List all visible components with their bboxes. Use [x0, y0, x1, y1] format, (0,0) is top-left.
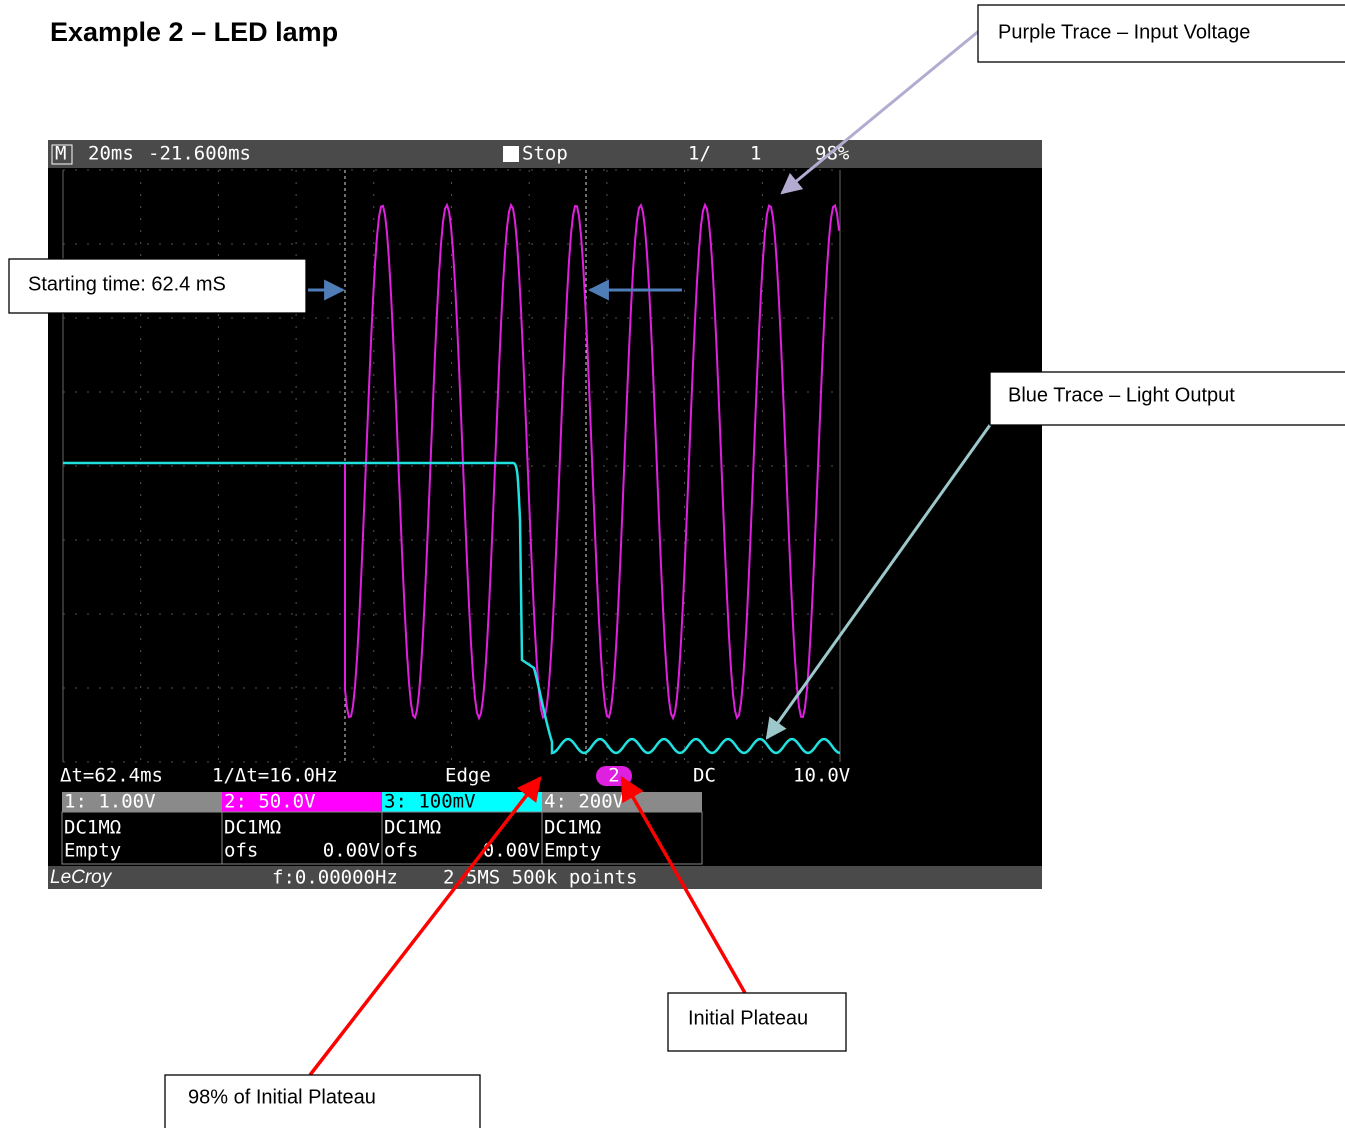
brand: LeCroy — [50, 867, 113, 888]
channel-coupling: DC1MΩ — [224, 817, 281, 839]
channel-label: 3: 100mV — [384, 791, 476, 813]
top-text: M — [55, 143, 66, 165]
channel-label: 2: 50.0V — [224, 791, 316, 813]
channel-offset-label: Empty — [64, 840, 121, 862]
status-text: Δt=62.4ms — [60, 765, 163, 787]
scope-screen — [48, 140, 1042, 889]
callout: Blue Trace – Light Output — [1008, 384, 1235, 406]
status-text: Edge — [445, 765, 491, 787]
stop-icon — [503, 146, 519, 162]
channel-label: 1: 1.00V — [64, 791, 156, 813]
channel-offset-label: Empty — [544, 840, 601, 862]
channel-coupling: DC1MΩ — [64, 817, 121, 839]
status-text: 2 — [608, 765, 619, 787]
callout: Initial Plateau — [688, 1007, 808, 1029]
footer-text: f:0.00000Hz — [272, 867, 398, 889]
channel-coupling: DC1MΩ — [544, 817, 601, 839]
top-text: Stop — [522, 143, 568, 165]
top-text: 1 — [750, 143, 761, 165]
channel-label: 4: 200V — [544, 791, 624, 813]
channel-offset-value: 0.00V — [323, 840, 380, 862]
channel-coupling: DC1MΩ — [384, 817, 441, 839]
top-text: 20ms — [88, 143, 134, 165]
top-text: 1/ — [688, 143, 711, 165]
channel-offset-label: ofs — [384, 840, 418, 862]
callout: Starting time: 62.4 mS — [28, 273, 226, 295]
status-text: 10.0V — [793, 765, 850, 787]
channel-offset-label: ofs — [224, 840, 258, 862]
status-text: DC — [693, 765, 716, 787]
page: Example 2 – LED lamp M 20ms -21.600ms St… — [0, 0, 1345, 1128]
status-text: 1/Δt=16.0Hz — [212, 765, 338, 787]
callout: Purple Trace – Input Voltage — [998, 21, 1250, 43]
top-text: -21.600ms — [148, 143, 251, 165]
title: Example 2 – LED lamp — [50, 17, 338, 47]
callout: 98% of Initial Plateau — [188, 1086, 376, 1108]
footer-text: 2.5MS 500k points — [443, 867, 637, 889]
